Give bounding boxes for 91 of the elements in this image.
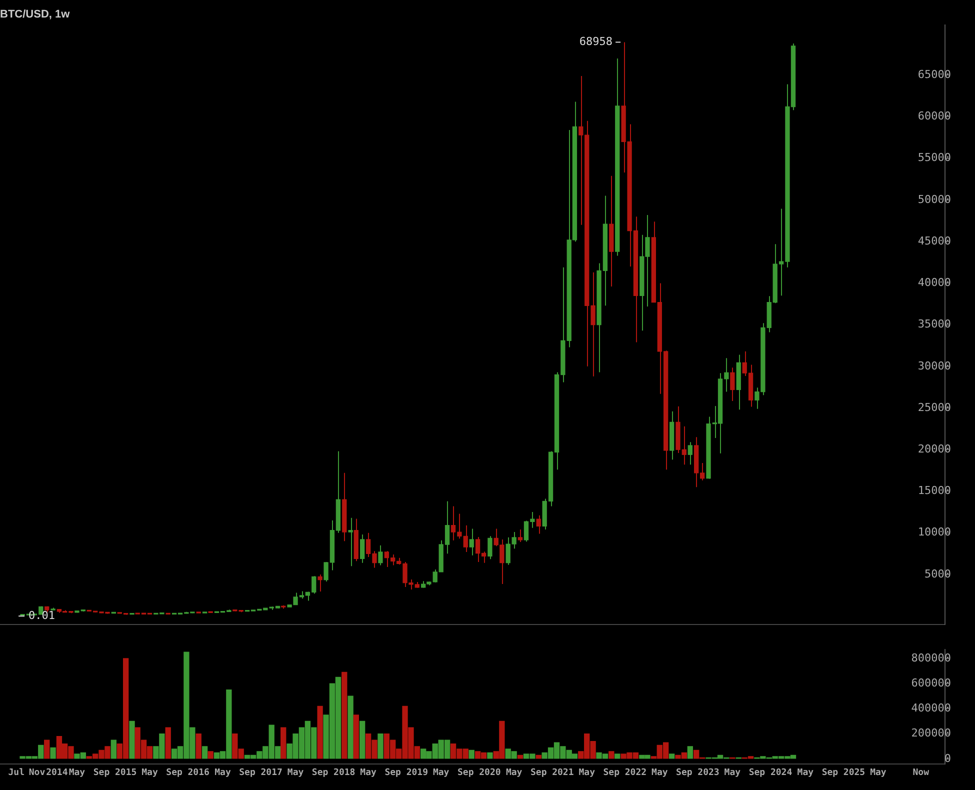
x-tick-label: Sep <box>530 768 548 778</box>
y-tick-label: 55000 <box>918 151 951 164</box>
x-tick-label: Nov <box>28 768 46 778</box>
x-tick-label: 2014 <box>46 768 68 778</box>
y-tick-label: 60000 <box>918 110 951 123</box>
x-tick-label: Sep <box>239 768 256 778</box>
y-tick-label: 30000 <box>918 359 951 372</box>
bar <box>342 672 348 759</box>
candlestick <box>688 442 692 466</box>
candlestick <box>348 517 353 567</box>
x-tick-label: Jul <box>8 768 24 778</box>
bar <box>280 727 286 759</box>
x-tick-label: May <box>214 768 232 778</box>
x-tick-label: 2022 <box>624 768 647 778</box>
bar <box>110 740 116 759</box>
x-tick-label: May <box>506 768 523 778</box>
candlestick <box>536 514 541 534</box>
bar <box>129 720 135 759</box>
x-tick-label: May <box>68 768 86 778</box>
bar <box>614 754 620 759</box>
candlestick <box>318 574 322 592</box>
x-tick-label: Sep <box>384 768 402 778</box>
bar <box>487 752 493 759</box>
chart-title: BTC/USD, 1w <box>0 8 70 21</box>
x-tick-label: Sep <box>93 768 110 778</box>
bar <box>359 720 366 759</box>
y-tick-label: 20000 <box>918 442 951 456</box>
x-tick-label: 2016 <box>188 768 210 778</box>
x-tick-label: 2021 <box>552 768 574 778</box>
candlestick <box>730 367 735 402</box>
x-tick-label: 2019 <box>406 768 428 778</box>
x-tick-label: Sep <box>312 768 329 778</box>
annotation: 68958 <box>579 35 613 48</box>
bar <box>50 747 56 759</box>
x-tick-label: 2020 <box>479 768 501 778</box>
y-tick-label: 40000 <box>918 276 951 290</box>
x-tick-label: May <box>724 768 742 778</box>
x-tick-label: May <box>432 768 450 778</box>
x-tick-label: May <box>287 768 304 778</box>
y-tick-label: 45000 <box>918 234 951 248</box>
x-tick-label: 2024 <box>770 768 793 778</box>
y-tick-label: 50000 <box>918 192 951 206</box>
candlestick <box>518 529 523 543</box>
bar <box>687 746 693 759</box>
bar <box>202 746 208 759</box>
x-tick-label: May <box>652 768 668 778</box>
x-tick-label: 2015 <box>114 768 137 778</box>
bar <box>348 696 354 759</box>
y-tick-label: 10000 <box>918 526 951 539</box>
bar <box>317 706 323 759</box>
bar <box>44 740 50 759</box>
candlestick <box>469 528 474 556</box>
x-tick-label: 2017 <box>260 768 282 778</box>
y-tick-label: 15000 <box>918 484 951 498</box>
bar <box>208 751 214 759</box>
x-tick-label: May <box>870 768 887 778</box>
bar <box>608 751 614 759</box>
y-tick-label: 25000 <box>918 400 951 414</box>
x-tick-label: May <box>142 768 158 778</box>
y-tick-label: 35000 <box>918 318 951 331</box>
candlestick <box>360 534 365 564</box>
bar <box>196 734 202 759</box>
x-tick-label: Sep <box>822 768 839 778</box>
bar <box>536 754 542 759</box>
y-tick-label: 400000 <box>911 702 951 715</box>
x-tick-label: Sep <box>166 768 183 778</box>
bar <box>668 754 675 759</box>
x-tick-label: Now <box>912 768 930 778</box>
candlestick <box>488 536 492 560</box>
x-tick-label: May <box>360 768 378 778</box>
x-tick-label: Sep <box>603 768 620 778</box>
y-tick-label: 5000 <box>924 567 951 580</box>
y-tick-label: 200000 <box>911 726 951 740</box>
x-tick-label: Sep <box>748 768 766 778</box>
y-tick-label: 65000 <box>918 68 951 81</box>
x-tick-label: 2023 <box>698 768 720 778</box>
bar <box>517 754 524 759</box>
bar <box>378 734 384 759</box>
bar <box>353 714 359 759</box>
candlestick <box>378 544 383 566</box>
x-tick-label: May <box>578 768 596 778</box>
x-tick-label: May <box>797 768 814 778</box>
y-tick-label: 800000 <box>911 651 951 664</box>
annotation: 0.01 <box>28 608 56 622</box>
x-tick-label: 2018 <box>334 768 356 778</box>
bar <box>468 750 474 759</box>
y-tick-label: 600000 <box>911 676 951 690</box>
x-tick-label: 2025 <box>843 768 866 778</box>
x-tick-label: Sep <box>676 768 693 778</box>
bar <box>165 727 171 759</box>
x-tick-label: Sep <box>457 768 474 778</box>
